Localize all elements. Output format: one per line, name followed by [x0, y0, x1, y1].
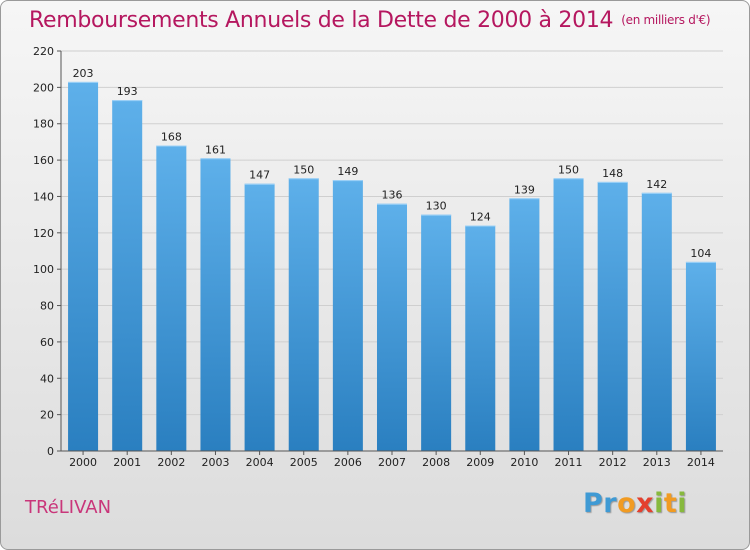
x-tick-label: 2003 [201, 456, 229, 469]
logo-part-2: o [617, 488, 637, 519]
data-label-2000: 203 [73, 67, 94, 80]
x-tick-label: 2012 [599, 456, 627, 469]
data-label-2009: 124 [470, 211, 491, 224]
chart-title: Remboursements Annuels de la Dette de 20… [29, 8, 711, 33]
data-label-2002: 168 [161, 131, 182, 144]
data-label-2012: 148 [602, 167, 623, 180]
bar-2006 [332, 180, 363, 451]
logo-part-5: t [663, 488, 678, 519]
bar-2002 [156, 145, 187, 451]
x-tick-label: 2013 [643, 456, 671, 469]
x-tick-label: 2006 [334, 456, 362, 469]
y-tick-label: 140 [33, 190, 54, 203]
commune-name: TRéLIVAN [25, 497, 112, 518]
bar-2011 [553, 178, 584, 452]
bar-2005 [288, 178, 319, 452]
data-label-2005: 150 [293, 163, 314, 176]
data-label-2008: 130 [426, 200, 447, 213]
y-tick-label: 100 [33, 263, 54, 276]
bar-2013 [641, 192, 672, 451]
bar-2003 [200, 158, 231, 452]
logo-part-3: x [636, 488, 655, 519]
axis-layer: 0 20 40 60 80 100 120 140 160 180 200 220 2000 2001 20… [33, 45, 723, 469]
x-tick-label: 2011 [555, 456, 583, 469]
x-tick-label: 2002 [157, 456, 185, 469]
bar-2009 [465, 225, 496, 451]
x-tick-label: 2004 [246, 456, 274, 469]
x-tick-label: 2007 [378, 456, 406, 469]
bar-2012 [597, 181, 628, 451]
bar-2007 [376, 203, 408, 451]
y-tick-label: 0 [47, 445, 54, 458]
bar-2010 [509, 198, 540, 451]
data-label-2014: 104 [690, 247, 711, 260]
bar-2004 [244, 183, 275, 451]
x-tick-label: 2014 [687, 456, 715, 469]
data-label-2011: 150 [558, 163, 579, 176]
bar-2014 [685, 261, 716, 451]
data-label-2004: 147 [249, 169, 270, 182]
x-tick-label: 2009 [466, 456, 494, 469]
data-label-2003: 161 [205, 143, 226, 156]
y-tick-label: 80 [40, 300, 54, 313]
logo-part-6: i [677, 488, 688, 519]
data-label-2007: 136 [382, 189, 403, 202]
bar-layer: 203 193 168 161 147 150 149 136 130 124 139 150 148 1… [68, 67, 716, 452]
x-tick-label: 2000 [69, 456, 97, 469]
bar-2008 [421, 214, 452, 451]
data-label-2010: 139 [514, 183, 535, 196]
y-tick-label: 220 [33, 45, 54, 58]
y-tick-label: 160 [33, 154, 54, 167]
y-tick-label: 120 [33, 227, 54, 240]
y-tick-label: 20 [40, 409, 54, 422]
chart-unit: (en milliers d'€) [621, 13, 711, 27]
x-tick-label: 2010 [510, 456, 538, 469]
data-label-2013: 142 [646, 178, 667, 191]
x-tick-label: 2001 [113, 456, 141, 469]
logo-part-1: Pr [583, 488, 618, 519]
x-tick-label: 2005 [290, 456, 318, 469]
y-tick-label: 180 [33, 118, 54, 131]
y-tick-label: 40 [40, 372, 54, 385]
data-label-2001: 193 [117, 85, 138, 98]
y-tick-label: 60 [40, 336, 54, 349]
chart-title-text: Remboursements Annuels de la Dette de 20… [29, 8, 614, 33]
logo-part-4: i [654, 488, 664, 519]
proxiti-logo: Proxiti [583, 488, 687, 519]
y-tick-label: 200 [33, 81, 54, 94]
bar-2000 [68, 81, 99, 451]
x-tick-label: 2008 [422, 456, 450, 469]
data-label-2006: 149 [337, 165, 358, 178]
bar-2001 [112, 100, 143, 451]
